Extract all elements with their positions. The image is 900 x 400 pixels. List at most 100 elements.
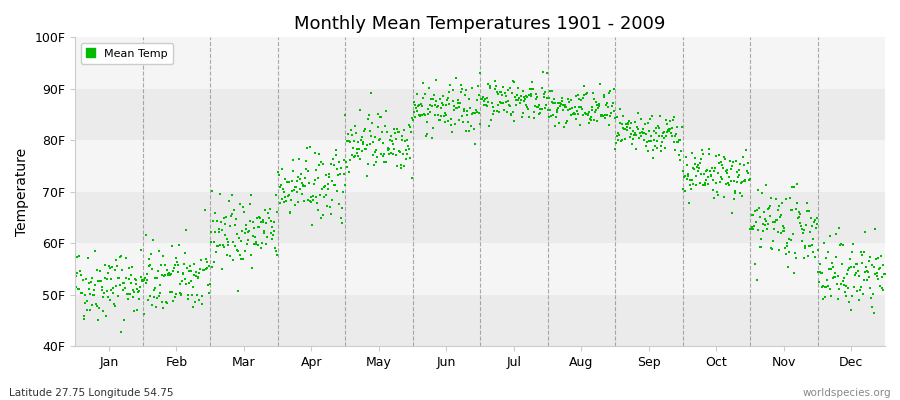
Point — [550, 107, 564, 113]
Point — [498, 90, 512, 96]
Point — [317, 183, 331, 190]
Point — [247, 225, 261, 231]
Point — [712, 152, 726, 158]
Point — [307, 177, 321, 184]
Point — [402, 146, 417, 152]
Point — [424, 96, 438, 102]
Point — [495, 91, 509, 98]
Point — [426, 96, 440, 103]
Point — [598, 115, 613, 121]
Point — [757, 209, 771, 215]
Point — [751, 187, 765, 194]
Point — [828, 274, 842, 280]
Point — [267, 219, 282, 226]
Point — [693, 180, 707, 186]
Point — [415, 102, 429, 109]
Point — [760, 221, 775, 228]
Point — [328, 182, 342, 189]
Point — [194, 301, 209, 307]
Point — [767, 226, 781, 232]
Point — [587, 96, 601, 102]
Point — [364, 132, 378, 139]
Point — [212, 226, 226, 232]
Point — [705, 165, 719, 172]
Point — [670, 139, 684, 145]
Point — [485, 100, 500, 106]
Point — [222, 198, 237, 204]
Point — [125, 294, 140, 300]
Point — [813, 261, 827, 268]
Point — [406, 116, 420, 123]
Point — [608, 140, 623, 146]
Point — [665, 133, 680, 139]
Point — [641, 148, 655, 154]
Point — [200, 264, 214, 271]
Point — [753, 214, 768, 220]
Point — [573, 104, 588, 110]
Point — [428, 102, 442, 108]
Point — [715, 175, 729, 182]
Point — [405, 175, 419, 182]
Point — [446, 98, 461, 104]
Point — [75, 290, 89, 296]
Point — [672, 152, 687, 158]
Point — [809, 225, 824, 232]
Point — [162, 270, 176, 276]
Point — [695, 146, 709, 153]
Point — [217, 244, 231, 250]
Point — [763, 245, 778, 252]
Point — [612, 132, 626, 138]
Point — [266, 224, 280, 230]
Point — [482, 85, 497, 91]
Point — [171, 261, 185, 268]
Point — [333, 171, 347, 178]
Point — [491, 91, 506, 97]
Point — [595, 113, 609, 119]
Point — [216, 242, 230, 248]
Point — [345, 152, 359, 158]
Point — [843, 307, 858, 313]
Point — [155, 298, 169, 305]
Point — [184, 278, 199, 284]
Point — [295, 183, 310, 190]
Point — [814, 270, 829, 277]
Point — [452, 116, 466, 123]
Point — [625, 120, 639, 126]
Point — [554, 95, 569, 102]
Point — [806, 223, 820, 229]
Point — [836, 278, 850, 284]
Point — [206, 259, 220, 265]
Point — [607, 86, 621, 92]
Point — [490, 108, 504, 114]
Point — [545, 99, 560, 105]
Point — [746, 226, 760, 232]
Point — [643, 116, 657, 122]
Point — [631, 110, 645, 116]
Point — [109, 282, 123, 289]
Point — [750, 277, 764, 283]
Point — [153, 282, 167, 288]
Point — [79, 298, 94, 304]
Point — [653, 143, 668, 149]
Point — [399, 156, 413, 162]
Point — [254, 245, 268, 251]
Point — [233, 200, 248, 207]
Point — [581, 109, 596, 116]
Point — [778, 224, 792, 231]
Point — [558, 104, 572, 110]
Point — [796, 255, 811, 262]
Point — [660, 120, 674, 127]
Point — [410, 91, 425, 98]
Point — [814, 270, 828, 276]
Point — [648, 142, 662, 149]
Point — [686, 180, 700, 187]
Point — [434, 112, 448, 119]
Point — [226, 257, 240, 264]
Point — [363, 128, 377, 135]
Point — [104, 296, 118, 303]
Point — [102, 263, 116, 269]
Point — [268, 192, 283, 198]
Point — [788, 183, 802, 190]
Point — [807, 219, 822, 225]
Point — [155, 272, 169, 278]
